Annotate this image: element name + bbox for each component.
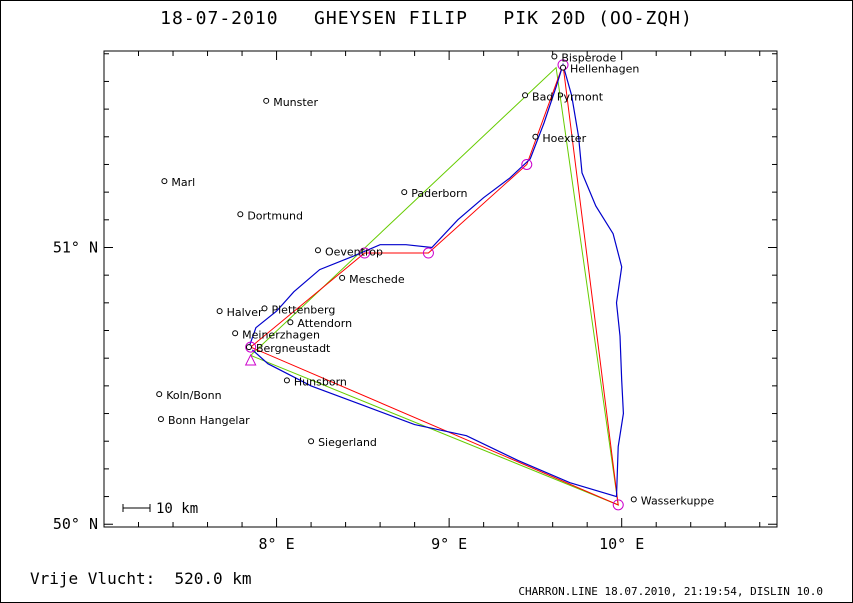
town-label: Munster (273, 96, 318, 109)
town-label: Marl (171, 176, 195, 189)
town-marker (261, 305, 268, 312)
town-label: Hunsborn (294, 375, 347, 388)
town-label: Paderborn (411, 187, 467, 200)
flight-track-layer (248, 62, 625, 498)
town-label: Meinerzhagen (242, 328, 320, 341)
town-marker (161, 178, 168, 185)
software-info: CHARRON.LINE 18.07.2010, 21:19:54, DISLI… (518, 585, 823, 598)
town-label: Bisperode (561, 52, 616, 65)
town-marker (401, 189, 408, 196)
town-marker (560, 64, 567, 71)
town-marker (157, 416, 164, 423)
town-marker (156, 391, 163, 398)
turnpoint-marker (612, 499, 624, 511)
axis-labels: 8° E 9° E 10° E 50° N 51° N (53, 238, 644, 553)
x-tick-label: 8° E (259, 535, 295, 553)
town-label: Koln/Bonn (166, 389, 221, 402)
town-label: Bonn Hangelar (168, 414, 250, 427)
town-label: Attendorn (297, 317, 352, 330)
town-marker (237, 211, 244, 218)
town-marker (532, 133, 539, 140)
y-tick-label: 51° N (53, 238, 98, 256)
town-label: Bergneustadt (256, 342, 331, 355)
task-route-line (250, 64, 619, 506)
town-label: Siegerland (318, 436, 377, 449)
town-marker (314, 247, 321, 254)
town-marker (339, 274, 346, 281)
town-marker (283, 377, 290, 384)
scale-bar-label: 10 km (156, 501, 198, 517)
town-label: Oeventrop (325, 245, 383, 258)
y-tick-label: 50° N (53, 515, 98, 533)
town-marker (245, 344, 252, 351)
town-label: Halver (227, 306, 263, 319)
declared-route-layer (250, 66, 619, 506)
town-marker (522, 92, 529, 99)
town-label: Wasserkuppe (641, 494, 715, 507)
turnpoint-marker (422, 247, 434, 259)
town-marker (308, 438, 315, 445)
town-marker (630, 496, 637, 503)
page-title: 18-07-2010 GHEYSEN FILIP PIK 20D (OO-ZQH… (160, 8, 693, 29)
declared-route-line (250, 66, 619, 506)
task-route-layer (250, 64, 619, 506)
x-tick-label: 10° E (599, 535, 644, 553)
town-marker (287, 319, 294, 326)
plot-area (103, 50, 778, 528)
start-marker (244, 353, 257, 366)
town-label: Hoexter (542, 132, 586, 145)
town-label: Meschede (349, 273, 405, 286)
town-label: Hellenhagen (570, 63, 639, 76)
turnpoint-marker (359, 247, 371, 259)
town-label: Plettenberg (271, 303, 335, 316)
scale-bar: 10 km (122, 501, 198, 517)
town-label: Dortmund (247, 209, 303, 222)
turnpoint-marker (521, 158, 533, 170)
free-flight-distance: Vrije Vlucht: 520.0 km (30, 569, 252, 588)
axis-ticks (103, 51, 777, 527)
turnpoint-marker (245, 341, 257, 353)
town-marker (232, 330, 239, 337)
town-marker (216, 308, 223, 315)
town-label: Bad Pyrmont (532, 90, 604, 103)
town-marker (551, 53, 558, 60)
x-tick-label: 9° E (431, 535, 467, 553)
flight-track-line (248, 62, 625, 498)
town-marker (263, 97, 270, 104)
